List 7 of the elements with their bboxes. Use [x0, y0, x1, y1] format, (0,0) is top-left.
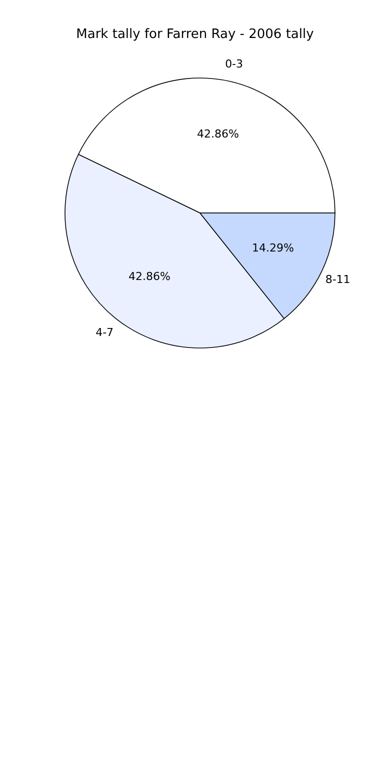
data-label: 42.86%	[128, 270, 170, 283]
slice-label: 8-11	[325, 272, 350, 286]
data-label: 42.86%	[197, 128, 240, 141]
data-label: 14.29%	[252, 242, 294, 255]
slice-label: 4-7	[96, 326, 114, 340]
chart-title: Mark tally for Farren Ray - 2006 tally	[76, 27, 314, 42]
slice-label: 0-3	[225, 57, 244, 70]
